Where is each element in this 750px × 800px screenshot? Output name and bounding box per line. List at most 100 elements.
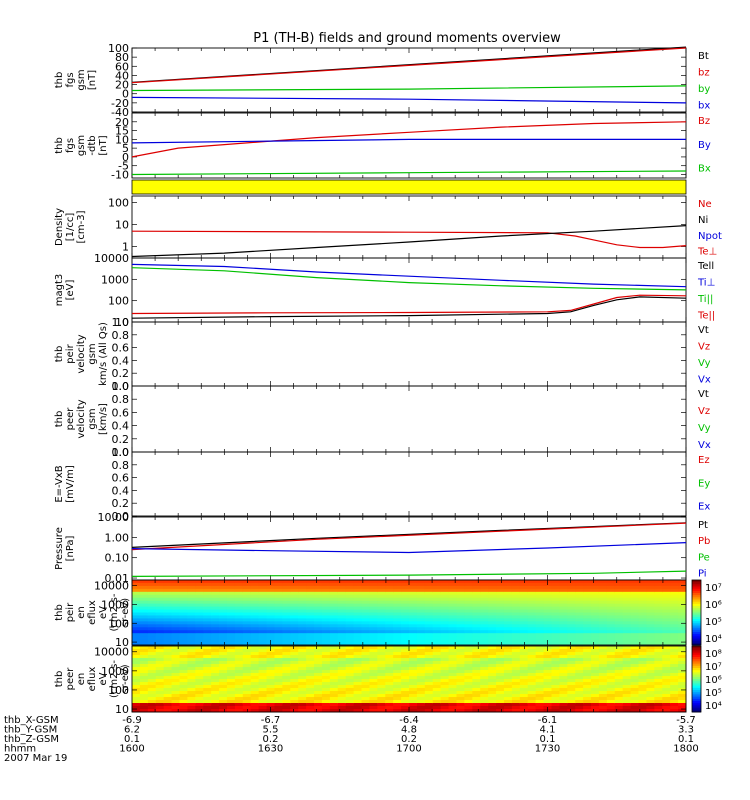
spectrogram-cell [337,636,347,640]
spectrogram-cell [203,615,212,619]
y-tick-label: 0 [122,151,129,164]
spectrogram-cell [155,597,165,602]
spectrogram-cell [662,642,671,646]
spectrogram-cell [353,682,363,686]
spectrogram-cell [306,670,315,674]
spectrogram-cell [361,615,370,619]
spectrogram-cell [440,633,450,637]
spectrogram-cell [527,694,537,698]
spectrogram-cell [203,655,212,659]
spectrogram-cell [361,685,370,689]
spectrogram-cell [274,606,283,611]
spectrogram-cell [670,670,679,674]
spectrogram-cell [329,706,339,710]
spectrogram-cell [654,639,663,643]
spectrogram-cell [440,649,450,653]
spectrogram-cell [440,612,450,616]
spectrogram-cell [598,664,608,668]
spectrogram-cell [234,661,244,665]
spectrogram-cell [456,646,465,650]
spectrogram-cell [456,658,465,662]
spectrogram-cell [670,639,679,643]
spectrogram-cell [203,612,212,616]
spectrogram-cell [298,633,307,637]
spectrogram-cell [662,676,671,680]
legend-vy: Vy [698,358,711,369]
spectrogram-cell [662,685,671,689]
spectrogram-cell [622,658,632,662]
spectrogram-cell [496,652,505,656]
y-axis-label-line: -dtb [87,135,98,155]
series-line-bz [131,121,687,158]
spectrogram-cell [219,642,228,646]
spectrogram-cell [440,685,450,689]
spectrogram-cell [211,621,220,625]
spectrogram-cell [527,688,537,692]
spectrogram-cell [440,597,450,602]
y-tick-label: 10 [115,703,129,716]
spectrogram-cell [472,621,481,625]
spectrogram-cell [622,609,632,613]
spectrogram-cell [662,580,671,584]
spectrogram-cell [543,588,552,593]
spectrogram-cell [139,600,149,605]
spectrogram-cell [155,694,165,698]
spectrogram-cell [345,667,355,671]
spectrogram-cell [258,703,268,707]
spectrogram-cell [242,600,252,605]
spectrogram-cell [401,667,410,671]
spectrogram-cell [519,706,529,710]
spectrogram-cell [527,585,537,590]
spectrogram-cell [385,697,394,701]
spectrogram-cell [416,685,426,689]
spectrogram-cell [203,658,212,662]
spectrogram-cell [622,597,632,602]
spectrogram-cell [575,642,584,646]
spectrogram-cell [638,621,647,625]
spectrogram-cell [440,580,450,584]
spectrogram-cell [211,591,220,596]
spectrogram-cell [234,597,244,602]
spectrogram-cell [195,624,204,628]
spectrogram-cell [614,603,624,608]
spectrogram-cell [139,618,149,622]
spectrogram-cell [282,679,291,683]
spectrogram-cell [432,609,442,613]
spectrogram-cell [321,621,331,625]
spectrogram-cell [670,642,679,646]
spectrogram-cell [614,649,624,653]
spectrogram-cell [416,661,426,665]
spectrogram-cell [646,612,655,616]
spectrogram-cell [424,655,434,659]
spectrogram-cell [511,585,521,590]
spectrogram-cell [559,679,568,683]
spectrogram-cell [401,661,410,665]
spectrogram-cell [678,627,687,631]
spectrogram-cell [219,585,228,590]
spectrogram-cell [622,600,632,605]
legend-ez: Ez [698,455,710,466]
spectrogram-cell [638,706,647,710]
spectrogram-cell [163,621,173,625]
spectrogram-cell [511,685,521,689]
legend-pe: Pe [698,552,710,563]
spectrogram-cell [187,585,196,590]
spectrogram-cell [203,670,212,674]
spectrogram-cell [630,642,640,646]
spectrogram-cell [591,588,600,593]
spectrogram-cell [424,670,434,674]
y-axis-label-line: velocity [76,399,87,438]
spectrogram-cell [503,603,513,608]
spectrogram-cell [409,597,418,602]
spectrogram-cell [662,612,671,616]
colorbar-step [692,638,701,642]
spectrogram-cell [591,691,600,695]
spectrogram-cell [337,582,347,587]
spectrogram-cell [242,691,252,695]
spectrogram-cell [464,655,473,659]
spectrogram-cell [416,582,426,587]
spectrogram-cell [583,670,592,674]
spectrogram-cell [393,646,402,650]
spectrogram-cell [132,618,141,622]
spectrogram-cell [147,612,157,616]
